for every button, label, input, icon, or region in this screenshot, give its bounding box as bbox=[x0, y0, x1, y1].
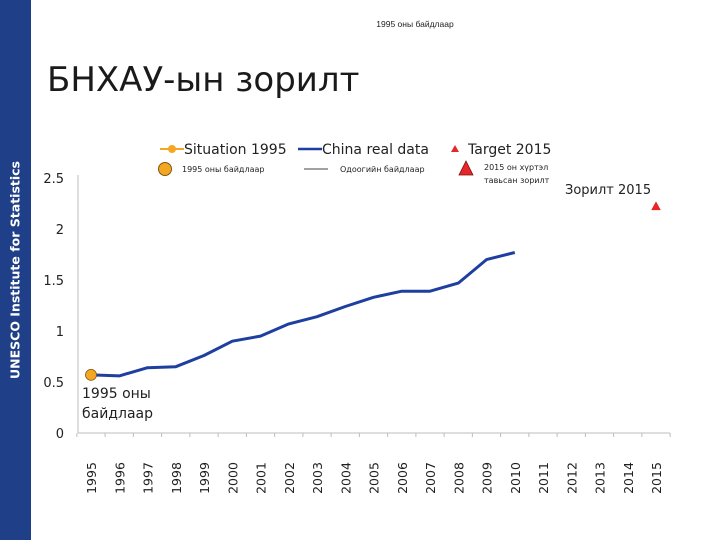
page-title: БНХАУ-ын зорилт bbox=[47, 60, 360, 100]
legend: Situation 1995 China real data Target 20… bbox=[158, 142, 551, 185]
x-tick-label: 2014 bbox=[621, 462, 636, 494]
x-tick-label: 2012 bbox=[564, 462, 579, 494]
legend-situation-label: Situation 1995 bbox=[184, 142, 287, 158]
x-tick-label: 2000 bbox=[225, 462, 240, 494]
x-tick-label: 1999 bbox=[197, 462, 212, 494]
target-2015-marker bbox=[649, 199, 663, 211]
legend-target-sublabel-1: 2015 он хүртэл bbox=[484, 163, 548, 172]
x-tick-label: 2013 bbox=[593, 462, 608, 494]
situation-1995-marker bbox=[85, 368, 97, 381]
y-tick-label: 0 bbox=[56, 427, 64, 442]
x-tick-label: 2008 bbox=[451, 462, 466, 494]
legend-target-big-marker bbox=[458, 160, 474, 176]
sidebar-band: UNESCO Institute for Statistics bbox=[0, 0, 31, 540]
y-tick-label: 2.5 bbox=[43, 172, 64, 187]
legend-china-sublabel: Одоогийн байдлаар bbox=[340, 165, 425, 174]
legend-situation-sublabel: 1995 оны байдлаар bbox=[182, 165, 264, 174]
x-tick-label: 2015 bbox=[649, 462, 664, 494]
series-china-line bbox=[90, 251, 516, 378]
x-tick-label: 2006 bbox=[395, 462, 410, 494]
x-tick-label: 2004 bbox=[338, 462, 353, 494]
top-caption: 1995 оны байдлаар bbox=[376, 19, 454, 29]
legend-china-label: China real data bbox=[322, 142, 429, 158]
x-tick-label: 2001 bbox=[254, 462, 269, 494]
x-tick-label: 2002 bbox=[282, 462, 297, 494]
legend-target-marker bbox=[451, 145, 459, 152]
x-tick-label: 2007 bbox=[423, 462, 438, 494]
legend-target-label: Target 2015 bbox=[467, 142, 551, 158]
start-annotation-line1: 1995 оны bbox=[82, 386, 151, 402]
y-tick-label: 0.5 bbox=[43, 376, 64, 391]
y-tick-label: 2 bbox=[56, 223, 64, 238]
y-tick-label: 1.5 bbox=[43, 274, 64, 289]
x-tick-label: 1996 bbox=[112, 462, 127, 494]
y-tick-label: 1 bbox=[56, 325, 64, 340]
x-tick-label: 2010 bbox=[508, 462, 523, 494]
legend-situation-big-marker bbox=[158, 162, 172, 176]
legend-target-sublabel-2: тавьсан зорилт bbox=[484, 176, 550, 185]
x-tick-label: 2009 bbox=[480, 462, 495, 494]
start-annotation-line2: байдлаар bbox=[82, 406, 153, 422]
x-tick-label: 1997 bbox=[141, 462, 156, 494]
x-tick-label: 2003 bbox=[310, 462, 325, 494]
x-tick-label: 2005 bbox=[367, 462, 382, 494]
target-annotation: Зорилт 2015 bbox=[565, 183, 651, 198]
legend-situation-marker bbox=[168, 145, 176, 153]
x-tick-label: 2011 bbox=[536, 462, 551, 494]
x-tick-label: 1998 bbox=[169, 462, 184, 494]
x-tick-label: 1995 bbox=[84, 462, 99, 494]
